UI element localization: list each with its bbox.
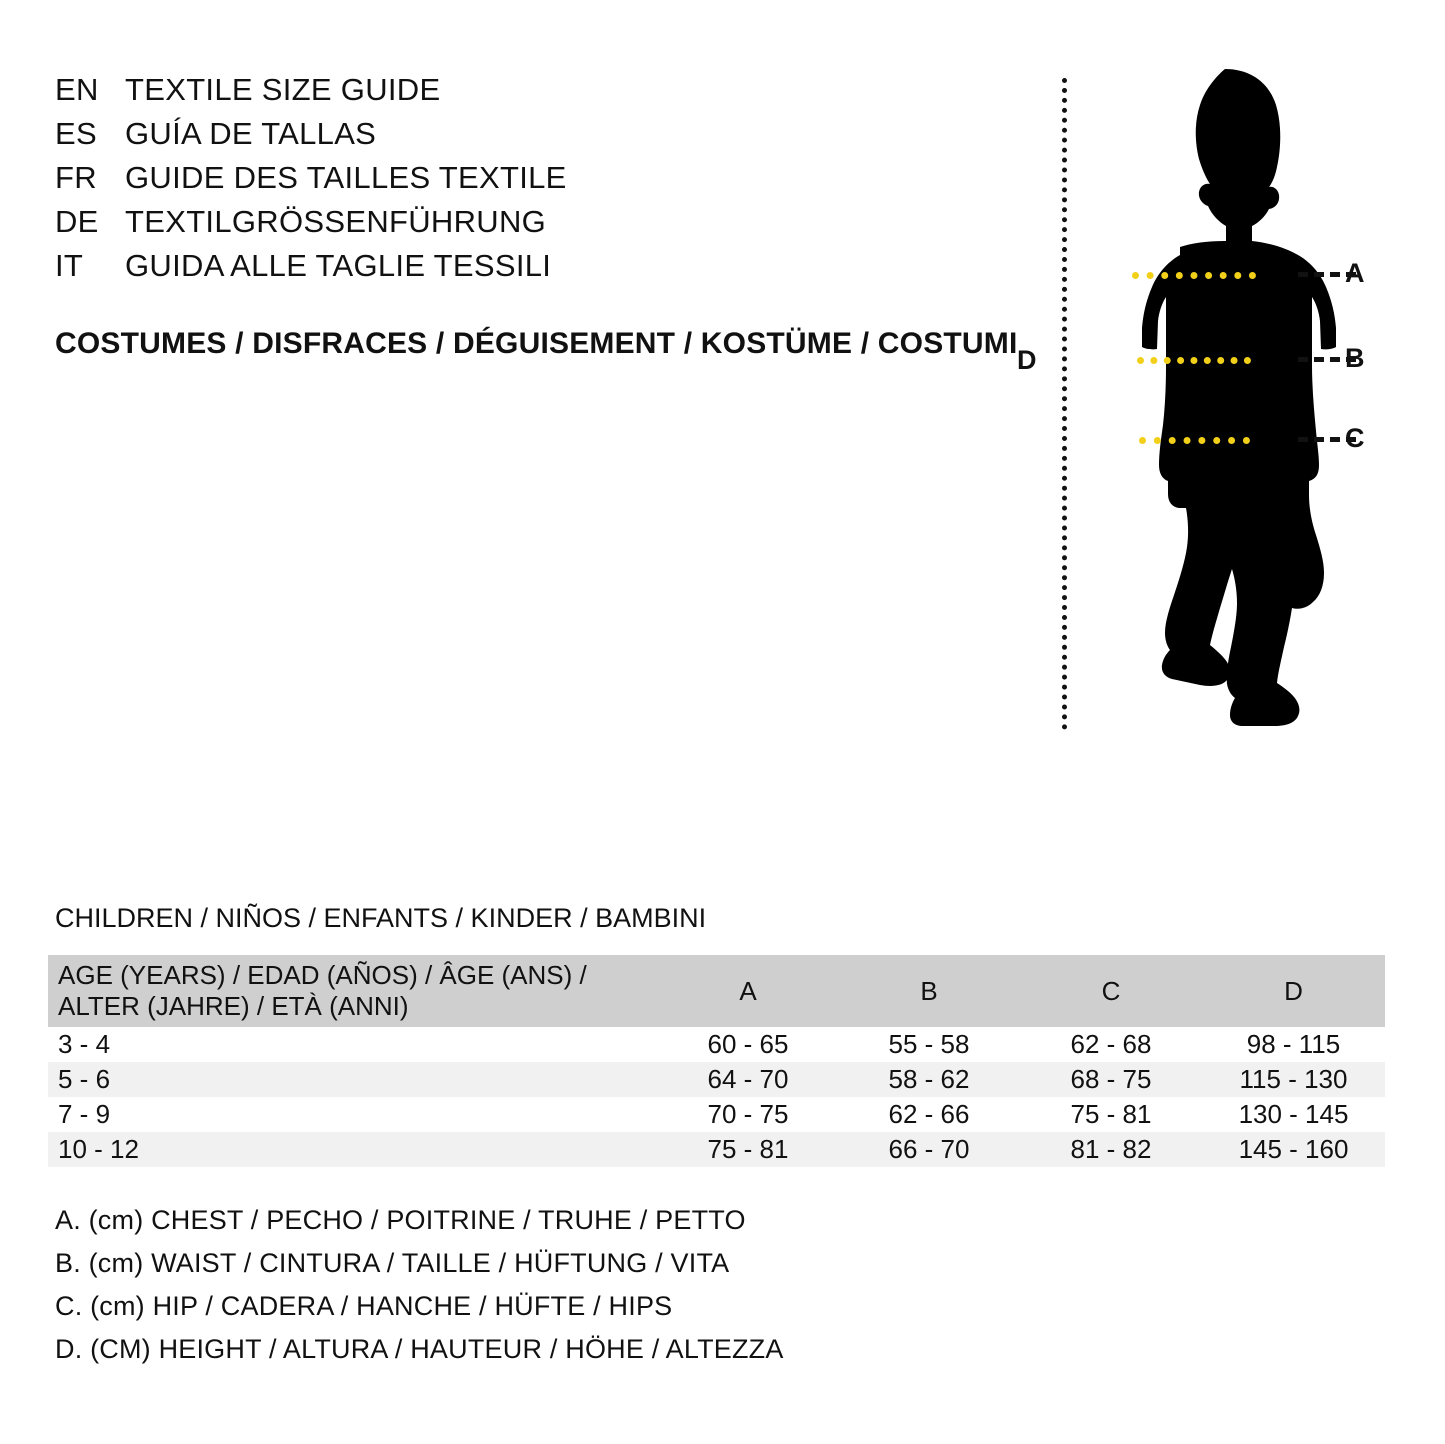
table-body: 3 - 4 60 - 65 55 - 58 62 - 68 98 - 115 5… xyxy=(48,1027,1385,1167)
category-subtitle: COSTUMES / DISFRACES / DÉGUISEMENT / KOS… xyxy=(55,327,1018,360)
table-section-title: CHILDREN / NIÑOS / ENFANTS / KINDER / BA… xyxy=(55,903,707,933)
height-guide-dotted-line xyxy=(1062,78,1067,730)
table-row: 10 - 12 75 - 81 66 - 70 81 - 82 145 - 16… xyxy=(48,1132,1385,1167)
language-code-es: ES xyxy=(55,116,97,151)
cell-hip: 81 - 82 xyxy=(1070,1134,1152,1164)
cell-height: 115 - 130 xyxy=(1239,1064,1348,1094)
cell-age: 10 - 12 xyxy=(58,1134,139,1164)
chest-leader-line xyxy=(1298,272,1356,277)
measurement-figure: D A B C xyxy=(1000,60,1400,730)
waist-label-b: B xyxy=(1345,343,1365,373)
cell-age: 5 - 6 xyxy=(58,1064,111,1094)
cell-height: 98 - 115 xyxy=(1246,1029,1341,1059)
language-row-fr: FR GUIDE DES TAILLES TEXTILE xyxy=(55,160,955,204)
cell-waist: 62 - 66 xyxy=(888,1099,970,1129)
language-row-en: EN TEXTILE SIZE GUIDE xyxy=(55,72,955,116)
column-header-age-line1: AGE (YEARS) / EDAD (AÑOS) / ÂGE (ANS) / xyxy=(58,960,587,991)
legend-row-d: D. (CM) HEIGHT / ALTURA / HAUTEUR / HÖHE… xyxy=(55,1334,784,1364)
column-header-d: D xyxy=(1284,975,1303,1006)
legend-row-a: A. (cm) CHEST / PECHO / POITRINE / TRUHE… xyxy=(55,1205,746,1235)
hip-label-c: C xyxy=(1345,423,1365,453)
cell-chest: 64 - 70 xyxy=(707,1064,789,1094)
language-code-en: EN xyxy=(55,72,99,107)
hip-measure-dashed-line xyxy=(1139,437,1250,444)
legend-row-b: B. (cm) WAIST / CINTURA / TAILLE / HÜFTU… xyxy=(55,1248,730,1278)
table-header: AGE (YEARS) / EDAD (AÑOS) / ÂGE (ANS) / … xyxy=(48,955,1385,1027)
cell-chest: 60 - 65 xyxy=(707,1029,789,1059)
cell-chest: 70 - 75 xyxy=(707,1099,789,1129)
cell-chest: 75 - 81 xyxy=(707,1134,789,1164)
language-row-it: IT GUIDA ALLE TAGLIE TESSILI xyxy=(55,248,955,292)
cell-hip: 68 - 75 xyxy=(1070,1064,1152,1094)
column-header-c: C xyxy=(1101,975,1121,1006)
size-chart-table: AGE (YEARS) / EDAD (AÑOS) / ÂGE (ANS) / … xyxy=(48,955,1385,1167)
column-header-a: A xyxy=(739,975,757,1006)
cell-hip: 75 - 81 xyxy=(1070,1099,1152,1129)
cell-height: 145 - 160 xyxy=(1238,1134,1349,1164)
table-row: 7 - 9 70 - 75 62 - 66 75 - 81 130 - 145 xyxy=(48,1097,1385,1132)
language-code-de: DE xyxy=(55,204,99,239)
cell-hip: 62 - 68 xyxy=(1070,1029,1152,1059)
cell-height: 130 - 145 xyxy=(1238,1099,1349,1129)
cell-age: 3 - 4 xyxy=(58,1029,111,1059)
chest-label-a: A xyxy=(1345,258,1365,288)
hip-leader-line xyxy=(1298,437,1356,442)
language-text-es: GUÍA DE TALLAS xyxy=(125,116,377,151)
language-code-fr: FR xyxy=(55,160,97,195)
column-header-age: AGE (YEARS) / EDAD (AÑOS) / ÂGE (ANS) / … xyxy=(48,955,658,1027)
language-text-de: TEXTILGRÖSSENFÜHRUNG xyxy=(125,204,547,239)
waist-measure-dashed-line xyxy=(1137,357,1251,364)
cell-waist: 55 - 58 xyxy=(888,1029,970,1059)
language-row-de: DE TEXTILGRÖSSENFÜHRUNG xyxy=(55,204,955,248)
language-text-it: GUIDA ALLE TAGLIE TESSILI xyxy=(125,248,552,283)
child-silhouette-icon xyxy=(1142,69,1336,726)
language-code-it: IT xyxy=(55,248,84,283)
table-row: 5 - 6 64 - 70 58 - 62 68 - 75 115 - 130 xyxy=(48,1062,1385,1097)
language-text-en: TEXTILE SIZE GUIDE xyxy=(125,72,441,107)
language-title-block: EN TEXTILE SIZE GUIDE ES GUÍA DE TALLAS … xyxy=(55,72,955,292)
column-header-age-line2: ALTER (JAHRE) / ETÀ (ANNI) xyxy=(58,991,409,1021)
language-row-es: ES GUÍA DE TALLAS xyxy=(55,116,955,160)
cell-waist: 58 - 62 xyxy=(888,1064,970,1094)
column-header-b: B xyxy=(920,975,938,1006)
chest-measure-dashed-line xyxy=(1132,272,1256,279)
cell-age: 7 - 9 xyxy=(58,1099,111,1129)
height-label-d: D xyxy=(1017,345,1037,375)
waist-leader-line xyxy=(1298,357,1356,362)
language-text-fr: GUIDE DES TAILLES TEXTILE xyxy=(125,160,567,195)
legend-row-c: C. (cm) HIP / CADERA / HANCHE / HÜFTE / … xyxy=(55,1291,673,1321)
measurement-legend: A. (cm) CHEST / PECHO / POITRINE / TRUHE… xyxy=(55,1205,955,1377)
table-row: 3 - 4 60 - 65 55 - 58 62 - 68 98 - 115 xyxy=(48,1027,1385,1062)
cell-waist: 66 - 70 xyxy=(888,1134,970,1164)
table-header-row: AGE (YEARS) / EDAD (AÑOS) / ÂGE (ANS) / … xyxy=(48,955,1385,1027)
